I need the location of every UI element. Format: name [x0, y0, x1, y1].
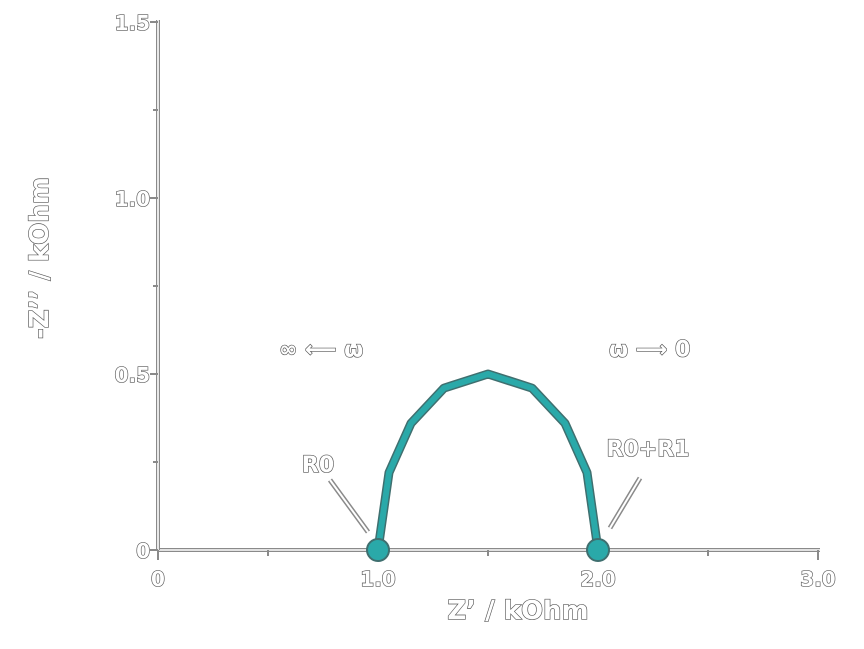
x-tick-label: 0 [151, 567, 165, 591]
x-tick-label: 1.0 [360, 567, 395, 591]
data-point [366, 538, 390, 562]
frequency-annotation: ω ⟶ 0 [609, 337, 690, 362]
frequency-annotation: ∞ ⟵ ω [279, 337, 363, 362]
callouts [327, 476, 643, 534]
annotations-group: ∞ ⟵ ω ω ⟶ 0 [278, 337, 691, 363]
y-ticks: 0 0.5 1.0 1.5 [114, 10, 158, 564]
x-tick-label: 3.0 [800, 567, 835, 591]
y-tick-label: 0 [136, 539, 150, 563]
data-point [586, 538, 610, 562]
x-axis-title: Z’ / kOhm [447, 596, 588, 626]
series-outline [373, 369, 603, 555]
point-label: R0 [302, 453, 334, 478]
axes [156, 20, 820, 552]
y-tick-label: 0.5 [115, 363, 150, 387]
point-label: R0+R1 [607, 437, 690, 462]
series-line [375, 371, 601, 553]
x-tick-label: 2.0 [580, 567, 615, 591]
y-axis-title: -Z’’ / kOhm [25, 177, 55, 339]
r0r1-callout-arrow-inner [609, 477, 641, 529]
points-group: R0 R0+R1 [301, 436, 690, 562]
y-tick-label: 1.5 [115, 11, 150, 35]
y-tick-label: 1.0 [115, 187, 150, 211]
x-ticks: 0 1.0 2.0 3.0 [150, 550, 836, 592]
r0-callout-arrow-inner [329, 479, 369, 533]
series-group [373, 369, 603, 555]
